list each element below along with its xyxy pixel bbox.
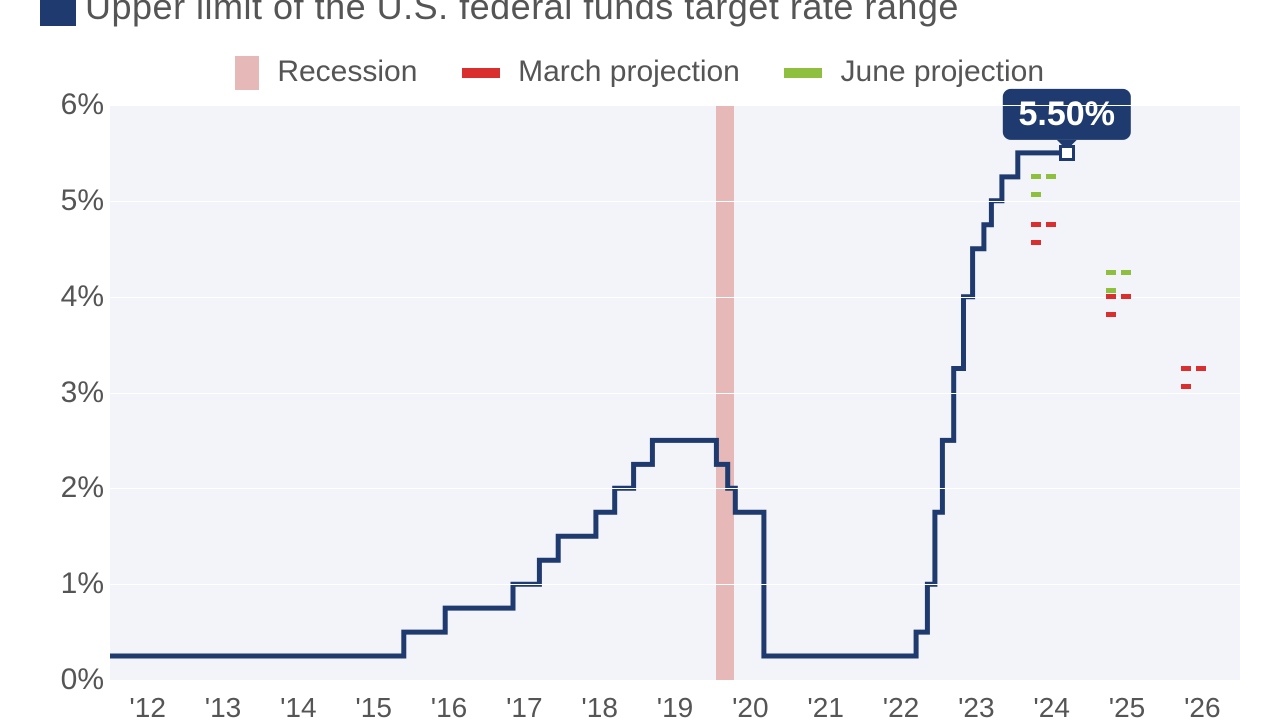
x-tick-label: '21 <box>807 692 844 720</box>
x-tick-label: '14 <box>280 692 317 720</box>
legend-june-label: June projection <box>841 55 1044 88</box>
plot-region: 5.50% 0%1%2%3%4%5%6%'12'13'14'15'16'17'1… <box>0 100 1279 720</box>
march-projection-segment <box>1106 294 1148 299</box>
legend-march: March projection <box>462 55 748 88</box>
plot-area: 5.50% <box>110 105 1240 680</box>
march-projection-segment <box>1031 222 1073 227</box>
y-tick-label: 4% <box>61 280 104 314</box>
gridline <box>110 201 1240 202</box>
y-tick-label: 1% <box>61 567 104 601</box>
y-tick-label: 2% <box>61 471 104 505</box>
x-tick-label: '22 <box>883 692 920 720</box>
rate-endpoint-marker <box>1059 145 1075 161</box>
x-tick-label: '24 <box>1033 692 1070 720</box>
y-tick-label: 0% <box>61 663 104 697</box>
x-tick-label: '17 <box>506 692 543 720</box>
y-tick-label: 5% <box>61 184 104 218</box>
gridline <box>110 105 1240 106</box>
x-tick-label: '23 <box>958 692 995 720</box>
x-tick-label: '15 <box>355 692 392 720</box>
gridline <box>110 488 1240 489</box>
rate-callout: 5.50% <box>1003 89 1131 140</box>
x-tick-label: '16 <box>431 692 468 720</box>
legend-recession-label: Recession <box>277 55 417 88</box>
chart-legend: Recession March projection June projecti… <box>0 55 1279 90</box>
march-projection-segment <box>1181 366 1223 371</box>
june-projection-segment <box>1106 270 1148 275</box>
chart-container: Upper limit of the U.S. federal funds ta… <box>0 0 1279 720</box>
gridline <box>110 584 1240 585</box>
gridline <box>110 393 1240 394</box>
y-tick-label: 3% <box>61 376 104 410</box>
june-swatch <box>784 68 822 78</box>
x-tick-label: '13 <box>205 692 242 720</box>
y-tick-label: 6% <box>61 88 104 122</box>
legend-march-label: March projection <box>518 55 740 88</box>
rate-callout-text: 5.50% <box>1019 95 1115 133</box>
june-projection-segment <box>1031 174 1073 179</box>
march-swatch <box>462 68 500 78</box>
x-tick-label: '19 <box>657 692 694 720</box>
x-tick-label: '20 <box>732 692 769 720</box>
x-tick-label: '25 <box>1109 692 1146 720</box>
x-tick-label: '12 <box>129 692 166 720</box>
chart-title: Upper limit of the U.S. federal funds ta… <box>85 0 959 28</box>
recession-swatch <box>235 56 259 90</box>
x-tick-label: '26 <box>1184 692 1221 720</box>
title-marker <box>40 0 76 26</box>
gridline <box>110 297 1240 298</box>
legend-june: June projection <box>784 55 1044 88</box>
legend-recession: Recession <box>235 55 426 88</box>
x-tick-label: '18 <box>581 692 618 720</box>
gridline <box>110 680 1240 681</box>
